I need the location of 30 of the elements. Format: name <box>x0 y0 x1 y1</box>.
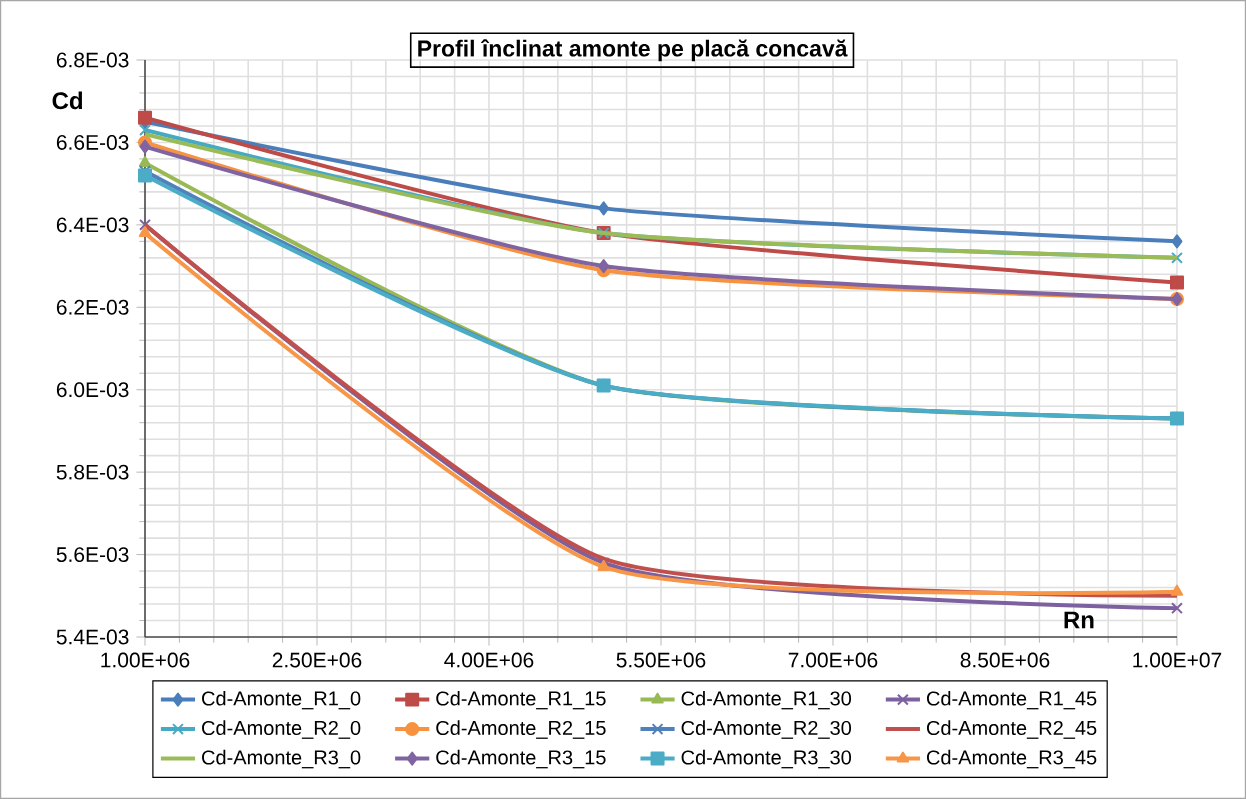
x-tick-label: 5.50E+06 <box>616 652 706 668</box>
x-tick-label: 2.50E+06 <box>272 652 362 668</box>
legend-label: Cd-Amonte_R1_45 <box>926 690 1097 710</box>
y-tick-label: 5.8E-03 <box>56 464 129 480</box>
legend-label: Cd-Amonte_R2_45 <box>926 720 1097 739</box>
legend-label: Cd-Amonte_R2_30 <box>681 720 852 739</box>
y-tick-label: 5.4E-03 <box>56 629 129 645</box>
y-tick-label: 6.0E-03 <box>56 382 129 398</box>
x-tick-label: 8.50E+06 <box>960 652 1050 668</box>
y-tick-label: 5.6E-03 <box>56 547 129 563</box>
legend-label: Cd-Amonte_R1_30 <box>681 690 852 710</box>
x-axis-title: Rn <box>1064 611 1094 629</box>
legend-label: Cd-Amonte_R3_45 <box>926 749 1097 769</box>
x-tick-label: 7.00E+06 <box>788 652 878 668</box>
y-axis-title: Cd <box>52 91 83 110</box>
legend-label: Cd-Amonte_R1_0 <box>202 690 361 710</box>
legend-label: Cd-Amonte_R2_15 <box>436 720 606 739</box>
legend-label: Cd-Amonte_R3_0 <box>202 749 361 769</box>
chart-title: Profil înclinat amonte pe placă concavă <box>418 39 848 62</box>
y-tick-label: 6.4E-03 <box>56 217 129 233</box>
x-tick-label: 1.00E+07 <box>1133 652 1222 668</box>
legend-label: Cd-Amonte_R2_0 <box>202 720 361 739</box>
legend-label: Cd-Amonte_R3_15 <box>436 749 606 769</box>
x-tick-label: 4.00E+06 <box>444 652 534 668</box>
y-tick-label: 6.8E-03 <box>56 52 129 68</box>
y-tick-label: 6.6E-03 <box>56 135 129 150</box>
y-tick-label: 6.2E-03 <box>56 299 129 315</box>
legend-label: Cd-Amonte_R3_30 <box>681 749 852 769</box>
x-tick-label: 1.00E+06 <box>101 652 190 668</box>
legend-label: Cd-Amonte_R1_15 <box>436 690 606 710</box>
